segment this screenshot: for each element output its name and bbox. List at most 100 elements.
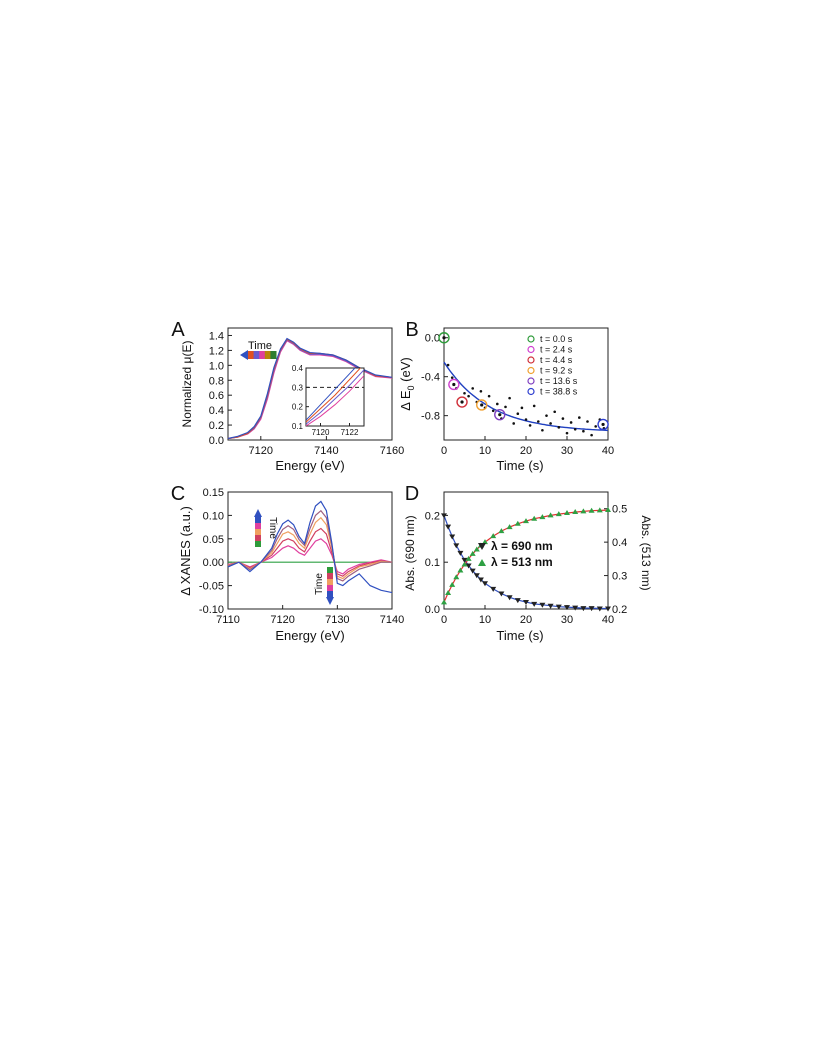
panel-d-data-marker bbox=[580, 606, 587, 612]
panel-b-data-point bbox=[524, 418, 528, 421]
panel-d-data-marker bbox=[461, 561, 468, 567]
panel-d-data-marker bbox=[572, 509, 579, 515]
panel-a-inset-x-tick-label: 7122 bbox=[341, 428, 359, 437]
panel-d-data-marker bbox=[539, 514, 546, 520]
panel-b-highlight-point bbox=[460, 400, 464, 404]
panel-d-y2-tick-label: 0.5 bbox=[612, 504, 627, 516]
panel-d-data-marker bbox=[449, 581, 456, 587]
panel-b-data-point bbox=[520, 406, 524, 410]
panel-b-highlight-point bbox=[452, 382, 456, 387]
panel-b-data-point bbox=[586, 420, 589, 423]
panel-d-data-marker bbox=[514, 598, 521, 604]
panel-a-y-axis-title: Normalized μ(E) bbox=[180, 341, 194, 428]
panel-b-y-tick-label: -0.8 bbox=[421, 411, 440, 423]
panel-b-data-point bbox=[479, 390, 483, 393]
panel-b-data-point bbox=[590, 433, 593, 437]
panel-b-data-point bbox=[512, 422, 515, 425]
panel-d-data-marker bbox=[441, 513, 447, 519]
panel-d-data-marker bbox=[523, 518, 529, 524]
panel-b-data-point bbox=[532, 404, 536, 408]
panel-c-x-tick-label: 7120 bbox=[270, 614, 294, 626]
panel-a-inset-y-tick-label: 0.4 bbox=[292, 364, 304, 373]
panel-a-x-axis-title: Energy (eV) bbox=[275, 458, 344, 473]
panel-b-legend-marker bbox=[527, 366, 535, 375]
panel-b-legend-label: t = 0.0 s bbox=[540, 334, 573, 344]
panel-d-data-marker bbox=[461, 557, 468, 563]
panel-c-time-arrowhead-down bbox=[326, 597, 334, 605]
panel-b-y-tick-label: 0.0 bbox=[425, 333, 440, 345]
panel-b-data-point bbox=[537, 420, 540, 423]
panel-d-y2-tick-label: 0.4 bbox=[612, 537, 627, 549]
panel-d-data-marker bbox=[547, 512, 554, 518]
panel-a-inset-series-line bbox=[306, 375, 364, 426]
time-arrow-segment bbox=[264, 351, 271, 359]
panel-letter-a: A bbox=[171, 319, 185, 341]
panel-d-data-marker bbox=[477, 577, 484, 583]
panel-b-data-point bbox=[578, 416, 581, 419]
panel-b-data-point bbox=[508, 396, 511, 400]
panel-c-time-arrow-segment-down bbox=[327, 591, 333, 597]
panel-b-highlight-marker bbox=[494, 408, 506, 421]
panel-a-y-tick-label: 0.6 bbox=[209, 390, 224, 402]
panel-b-data-point bbox=[545, 414, 548, 417]
time-arrow-segment bbox=[253, 351, 260, 359]
panel-d-y-axis-title: Abs. (690 nm) bbox=[403, 515, 417, 590]
panel-d-data-marker bbox=[506, 595, 513, 601]
panel-d-data-marker bbox=[445, 524, 452, 530]
panel-d-data-marker bbox=[506, 524, 513, 530]
panel-letter-c: C bbox=[171, 483, 185, 505]
panel-b-legend-label: t = 38.8 s bbox=[540, 387, 578, 397]
panel-d-y-tick-label: 0.0 bbox=[425, 604, 440, 616]
panel-b-highlight-marker bbox=[448, 378, 460, 391]
panel-b-highlight-point bbox=[601, 422, 605, 427]
panel-a-inset-lines bbox=[306, 368, 364, 426]
panel-b-data-point bbox=[565, 431, 569, 435]
panel-b-y-axis-subscript: 0 bbox=[406, 385, 416, 390]
panel-b-highlight-marker bbox=[438, 332, 450, 344]
panel-b-legend-marker bbox=[527, 335, 535, 343]
panel-c-y-tick-label: 0.10 bbox=[203, 510, 224, 522]
panel-b-legend-label: t = 13.6 s bbox=[540, 376, 578, 386]
panel-b-legend-label: t = 2.4 s bbox=[540, 345, 573, 355]
panel-d-data-marker bbox=[441, 599, 447, 605]
panel-a-inset-series-line bbox=[306, 368, 362, 423]
panel-d-data-marker bbox=[555, 604, 562, 610]
panel-d-data-marker bbox=[445, 589, 452, 595]
panel-a-y-tick-label: 0.4 bbox=[209, 405, 224, 417]
panel-c-time-arrow-segment bbox=[255, 529, 261, 535]
panel-a-x-tick-label: 7160 bbox=[380, 445, 404, 457]
panel-d-x-tick-label: 0 bbox=[441, 614, 447, 626]
panel-d-y2-tick-label: 0.2 bbox=[612, 604, 627, 616]
panel-d-data-marker bbox=[498, 591, 505, 597]
panel-a-inset-series-line bbox=[306, 368, 356, 421]
panel-b: B 0 10 20 30 40 0.0 -0.4 -0.8 Time (s) Δ E0 (eV) t … bbox=[398, 319, 614, 473]
panel-a-inset-y-tick-label: 0.1 bbox=[292, 422, 304, 431]
panel-a-inset-y-tick-label: 0.2 bbox=[292, 403, 304, 412]
panel-d-data-marker bbox=[473, 573, 480, 579]
panel-c-x-tick-label: 7130 bbox=[325, 614, 349, 626]
panel-d-data-marker bbox=[465, 563, 472, 569]
panel-c-time-arrow-segment-down bbox=[327, 585, 333, 591]
panel-b-data-point bbox=[491, 409, 495, 413]
panel-b-data-point bbox=[569, 421, 573, 424]
panel-c-y-tick-label: 0.05 bbox=[203, 534, 224, 546]
panel-letter-d: D bbox=[405, 483, 419, 505]
panel-b-x-tick-label: 0 bbox=[441, 445, 447, 457]
panel-b-highlight-point bbox=[480, 403, 484, 407]
panel-d-data-marker bbox=[539, 602, 546, 608]
panel-b-y-axis-unit: (eV) bbox=[398, 357, 413, 385]
panel-d-data-marker bbox=[572, 605, 579, 611]
panel-a: A 7120 7140 7160 0.0 0.2 0.4 0.6 0.8 1.0 1.2 1.4 Ene… bbox=[171, 319, 404, 473]
panel-d-data-marker bbox=[588, 606, 595, 612]
panel-b-data-point bbox=[487, 394, 491, 398]
panel-c-series-line bbox=[227, 500, 393, 594]
panel-d-data-marker bbox=[531, 601, 538, 607]
panel-b-highlight-point bbox=[442, 336, 446, 340]
panel-a-series-line bbox=[227, 337, 393, 440]
panel-d-data-marker bbox=[531, 515, 538, 521]
panel-d-data-marker bbox=[523, 599, 529, 605]
panel-d-data-marker bbox=[457, 550, 464, 556]
panel-c-time-arrow-segment-down bbox=[327, 579, 333, 585]
